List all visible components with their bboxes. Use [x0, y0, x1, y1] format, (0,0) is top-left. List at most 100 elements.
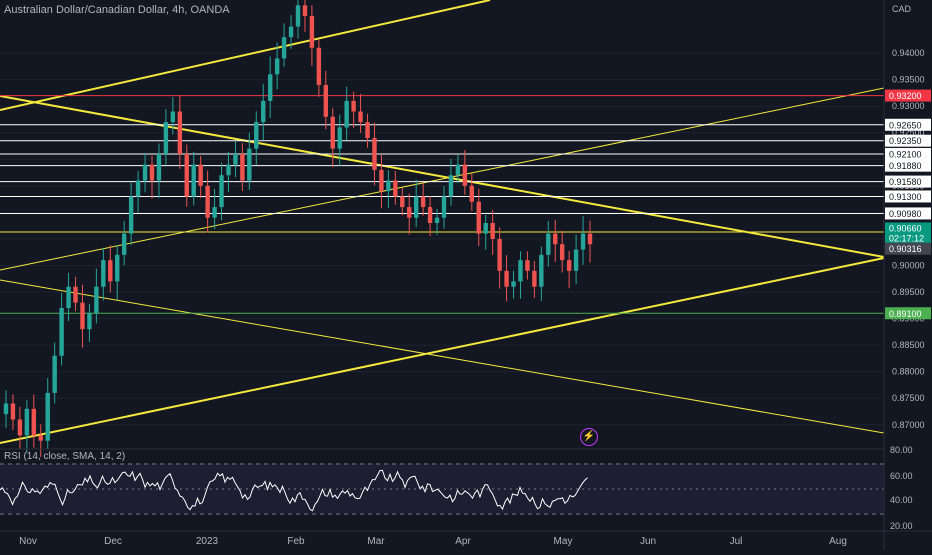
- candle-body: [10, 403, 16, 420]
- price-level-label: 0.89100: [889, 309, 922, 319]
- price-level-label: 0.91300: [889, 192, 922, 202]
- candle-body: [302, 5, 308, 16]
- candle-body: [94, 286, 99, 314]
- price-level-label: 0.91880: [889, 161, 922, 171]
- candle-body: [254, 122, 259, 149]
- marker-price-tag: [885, 242, 931, 255]
- price-level-tag: [885, 159, 931, 172]
- price-tick-label: 0.89500: [892, 287, 925, 297]
- candle-body: [553, 233, 558, 245]
- candle-body: [532, 270, 537, 287]
- candle-body: [170, 111, 176, 123]
- candle-body: [191, 164, 196, 197]
- candle-body: [156, 153, 162, 181]
- candle-body: [462, 164, 468, 186]
- candle-body: [184, 153, 189, 197]
- time-tick-label: Apr: [455, 536, 471, 547]
- candle-body: [455, 164, 461, 176]
- candle-body: [3, 403, 9, 415]
- candles: [3, 0, 593, 457]
- candle-body: [226, 164, 231, 176]
- rsi-line: [0, 469, 588, 512]
- price-level-label: 0.92650: [889, 120, 922, 130]
- time-tick-label: May: [554, 536, 573, 547]
- candle-body: [128, 196, 134, 234]
- trendline-lower-channel[interactable]: [0, 257, 885, 444]
- candle-body: [233, 153, 238, 165]
- current-price-label: 0.90660: [889, 223, 922, 233]
- candle-body: [330, 116, 335, 149]
- price-tick-label: 0.94000: [892, 48, 925, 58]
- price-tick-label: 0.87000: [892, 420, 925, 430]
- price-tick-label: 0.87500: [892, 393, 925, 403]
- candle-body: [441, 196, 447, 218]
- countdown-label: 02:17:12: [889, 233, 924, 243]
- price-level-tag: [885, 175, 931, 188]
- price-level-tag: [885, 307, 931, 320]
- price-level-label: 0.92100: [889, 149, 922, 159]
- time-tick-label: Mar: [367, 536, 385, 547]
- trendline-descending-thin[interactable]: [0, 279, 885, 434]
- candle-body: [52, 355, 57, 393]
- candle-body: [24, 408, 30, 436]
- candle-body: [434, 217, 440, 223]
- candle-body: [490, 223, 495, 239]
- price-level-tag: [885, 190, 931, 203]
- candle-body: [142, 164, 148, 181]
- candle-body: [80, 302, 85, 330]
- chart-title: Australian Dollar/Canadian Dollar, 4h, O…: [4, 4, 230, 16]
- candle-body: [219, 175, 224, 208]
- price-level-tag: [885, 147, 931, 160]
- rsi-band: [0, 464, 884, 514]
- time-tick-label: Feb: [287, 536, 305, 547]
- price-grid: [0, 52, 884, 426]
- lightning-icon[interactable]: ⚡: [580, 428, 598, 446]
- candle-body: [316, 47, 322, 85]
- candle-body: [288, 26, 294, 38]
- candle-body: [17, 419, 23, 436]
- candle-body: [45, 392, 50, 441]
- candle-body: [518, 260, 523, 282]
- candle-body: [511, 281, 516, 287]
- candle-body: [115, 254, 120, 282]
- candle-body: [73, 286, 78, 303]
- price-tick-label: 0.93500: [892, 75, 925, 85]
- rsi-tick-20: 20.00: [890, 521, 913, 531]
- candle-body: [337, 127, 342, 149]
- time-tick-label: Dec: [104, 536, 122, 547]
- candle-body: [205, 185, 210, 218]
- time-tick-label: Jun: [640, 536, 656, 547]
- price-level-label: 0.92350: [889, 136, 922, 146]
- candle-body: [295, 5, 301, 27]
- candle-body: [358, 111, 363, 123]
- marker-price-label: 0.90316: [889, 244, 922, 254]
- trendline-upper-channel[interactable]: [0, 0, 491, 111]
- rsi-indicator-label[interactable]: RSI (14, close, SMA, 14, 2): [4, 451, 126, 462]
- candle-body: [525, 260, 530, 271]
- trendline-descending-main[interactable]: [0, 95, 885, 258]
- time-tick-label: Jul: [730, 536, 743, 547]
- candle-body: [247, 148, 252, 181]
- trendline-ascending-thin[interactable]: [0, 87, 885, 271]
- candle-body: [504, 270, 509, 287]
- candle-body: [101, 260, 106, 287]
- price-level-tag: [885, 207, 931, 220]
- candle-body: [31, 408, 37, 436]
- time-tick-label: Aug: [829, 536, 847, 547]
- price-level-tag: [885, 89, 931, 102]
- candle-body: [476, 201, 481, 234]
- candle-body: [573, 249, 579, 271]
- candle-body: [135, 180, 141, 197]
- candle-body: [344, 100, 349, 128]
- price-level-label: 0.90980: [889, 209, 922, 219]
- candle-body: [427, 207, 433, 223]
- candle-body: [198, 164, 203, 186]
- price-level-label: 0.91580: [889, 177, 922, 187]
- price-tick-label: 0.88500: [892, 340, 925, 350]
- candle-body: [281, 37, 287, 59]
- currency-label: CAD: [892, 4, 912, 14]
- price-axis: 0.940000.935000.930000.925000.920000.915…: [885, 48, 931, 430]
